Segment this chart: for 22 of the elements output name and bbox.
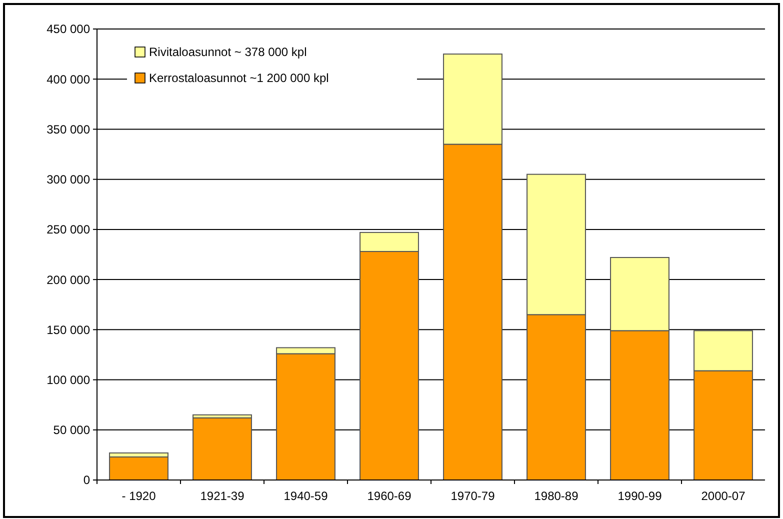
legend-label: Rivitaloasunnot ~ 378 000 kpl	[149, 45, 307, 60]
x-tick-label: - 1920	[122, 489, 156, 503]
y-tick-label: 250 000	[46, 222, 90, 237]
y-tick-label: 50 000	[53, 423, 90, 438]
x-tick-label: 1921-39	[200, 489, 245, 503]
y-tick-label: 150 000	[46, 322, 90, 337]
y-tick-label: 0	[83, 473, 90, 488]
x-tick-label: 1980-89	[534, 489, 579, 503]
x-tick-label: 1970-79	[450, 489, 496, 503]
x-tick-label: 1990-99	[618, 489, 662, 503]
y-tick-label: 300 000	[46, 172, 90, 187]
x-tick-label: 1960-69	[367, 489, 412, 503]
y-tick-label: 450 000	[46, 22, 90, 36]
y-tick-label: 350 000	[46, 122, 90, 136]
bar	[109, 456, 168, 480]
x-tick-label: 2000-07	[701, 489, 746, 503]
bar	[192, 417, 252, 480]
x-tick-label: 1940-59	[284, 489, 328, 503]
y-tick-label: 200 000	[46, 272, 90, 287]
y-tick-label: 400 000	[46, 72, 90, 86]
legend-label: Kerrostaloasunnot ~1 200 000 kpl	[149, 71, 329, 86]
y-tick-label: 100 000	[46, 372, 90, 387]
